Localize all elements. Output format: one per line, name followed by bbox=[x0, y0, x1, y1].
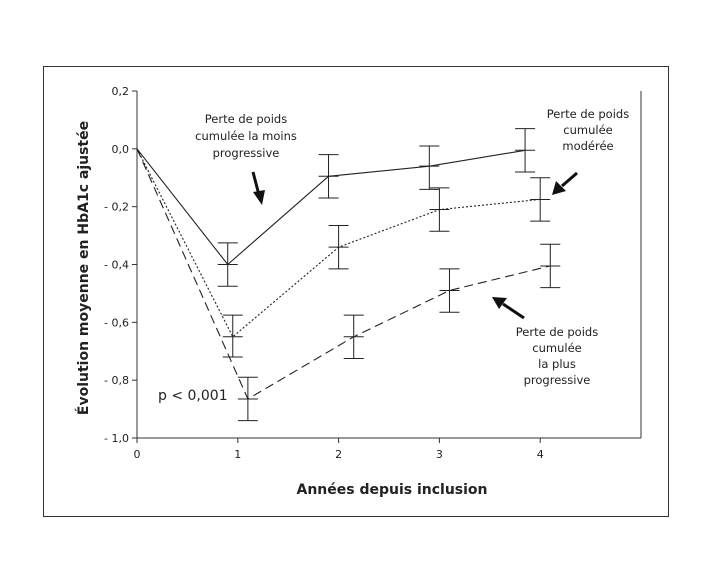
y-tick-label: - 0,4 bbox=[104, 259, 129, 272]
annotation-moderate-line1: Perte de poids bbox=[547, 107, 629, 121]
annotation-most-line3: la plus bbox=[538, 357, 576, 371]
annotation-most-line1: Perte de poids bbox=[516, 325, 598, 339]
x-tick-label: 2 bbox=[335, 448, 342, 461]
series-group bbox=[136, 128, 561, 422]
outer-frame bbox=[43, 66, 669, 517]
arrow-least bbox=[251, 171, 265, 205]
x-axis-title: Années depuis inclusion bbox=[296, 482, 487, 498]
y-tick-label: - 0,2 bbox=[104, 201, 129, 214]
annotation-most-line2: cumulée bbox=[532, 341, 581, 355]
y-axis-title: Évolution moyenne en HbA1c ajustée bbox=[75, 121, 92, 415]
annotation-least-line1: Perte de poids bbox=[205, 112, 287, 126]
y-tick-label: - 0,6 bbox=[104, 316, 129, 329]
y-tick-label: - 0,8 bbox=[104, 374, 129, 387]
arrow-most bbox=[492, 297, 525, 320]
annotation-least-line3: progressive bbox=[213, 146, 280, 160]
x-tick-label: 0 bbox=[134, 448, 141, 461]
annotation-moderate-line3: modérée bbox=[562, 139, 613, 153]
annotation-moderate-line2: cumulée bbox=[563, 123, 612, 137]
arrow-moderate bbox=[552, 171, 578, 195]
x-tick-label: 3 bbox=[436, 448, 443, 461]
y-tick-label: 0,2 bbox=[112, 85, 130, 98]
x-tick-label: 4 bbox=[537, 448, 544, 461]
axes: 0,2 0,0 - 0,2 - 0,4 - 0,6 - 0,8 - 1,0 0 1 2 3 4 bbox=[104, 85, 642, 461]
p-value-label: p < 0,001 bbox=[158, 388, 228, 404]
x-tick-label: 1 bbox=[234, 448, 241, 461]
annotation-most-line4: progressive bbox=[524, 373, 591, 387]
annotation-least-line2: cumulée la moins bbox=[195, 129, 297, 143]
y-tick-label: - 1,0 bbox=[104, 432, 129, 445]
series-line-dashed bbox=[136, 148, 551, 400]
y-tick-label: 0,0 bbox=[112, 143, 130, 156]
